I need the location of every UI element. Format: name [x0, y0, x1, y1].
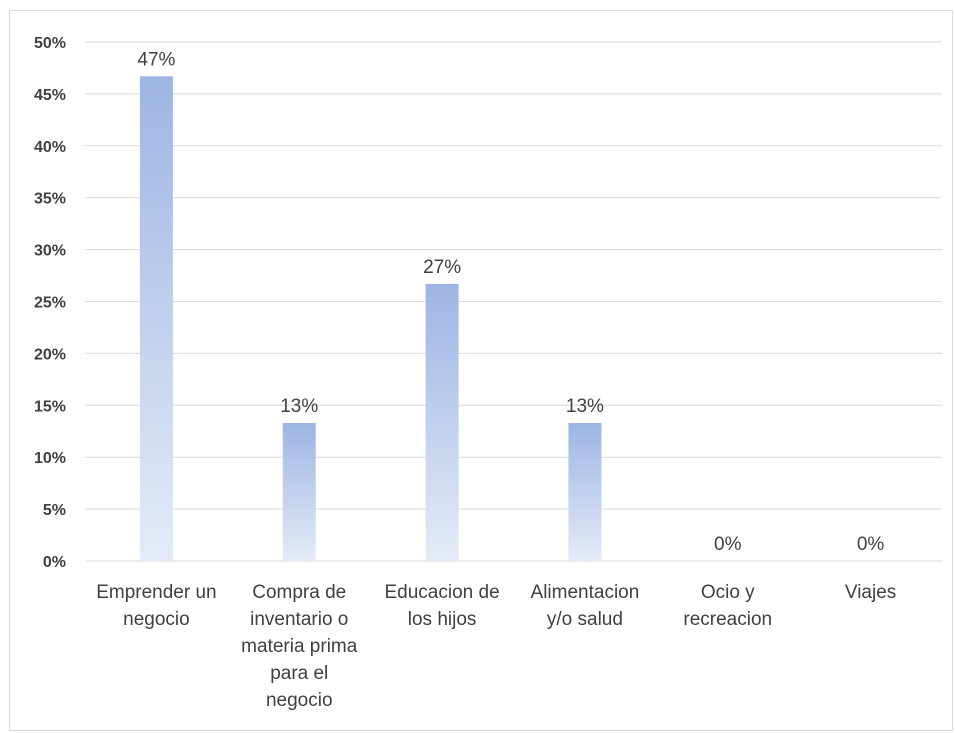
y-tick-label: 20% — [34, 346, 66, 363]
y-tick-label: 5% — [43, 502, 66, 519]
x-axis-tick-labels: Emprender un negocio Compra de inventario o… — [96, 582, 896, 711]
data-label: 0% — [857, 534, 885, 555]
data-label: 13% — [566, 396, 604, 417]
x-tick-label: Ocio y recreacion — [683, 582, 772, 630]
x-tick-label: Compra de inventario o materia prima para e… — [241, 582, 358, 711]
y-tick-label: 40% — [34, 139, 66, 156]
bar — [425, 283, 459, 561]
bar — [139, 76, 173, 561]
y-tick-label: 45% — [34, 87, 66, 104]
data-label: 47% — [137, 49, 175, 70]
y-tick-label: 0% — [43, 554, 66, 571]
x-tick-label: Educacion de los hijos — [385, 582, 500, 630]
bar — [568, 422, 602, 561]
y-tick-label: 35% — [34, 191, 66, 208]
y-tick-label: 25% — [34, 295, 66, 312]
data-label: 27% — [423, 257, 461, 278]
gridlines — [85, 41, 942, 562]
y-axis-tick-labels: 0% 5% 10% 15% 20% 25% 30% 35% 40% 45% 50% — [34, 35, 66, 571]
y-tick-label: 50% — [34, 35, 66, 52]
y-tick-label: 30% — [34, 243, 66, 260]
data-label: 0% — [714, 534, 742, 555]
y-tick-label: 15% — [34, 398, 66, 415]
data-label: 13% — [280, 396, 318, 417]
y-tick-label: 10% — [34, 450, 66, 467]
x-tick-label: Emprender un negocio — [96, 582, 216, 630]
x-tick-label: Alimentacion y/o salud — [531, 582, 640, 630]
bar — [282, 422, 316, 561]
data-labels: 47% 13% 27% 13% 0% 0% — [137, 49, 884, 555]
x-tick-label: Viajes — [845, 582, 896, 603]
bars — [139, 76, 602, 561]
